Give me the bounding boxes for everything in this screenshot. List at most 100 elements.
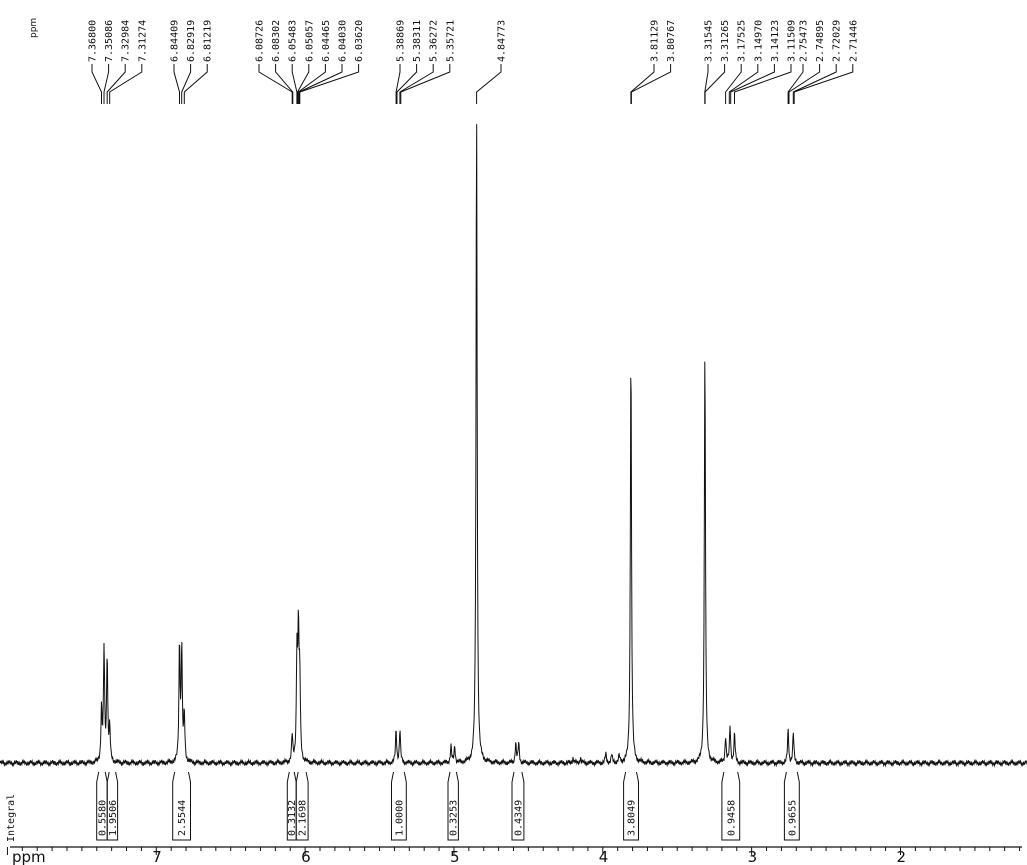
peak-label: 6.08302: [271, 20, 282, 62]
x-tick-label: 3: [748, 848, 758, 865]
peak-leader-line: [106, 64, 126, 104]
peak-label: 3.31545: [704, 20, 715, 62]
x-axis-title: ppm: [12, 848, 46, 865]
x-tick-label: 6: [301, 848, 311, 865]
integral-value: 0.3132: [287, 800, 298, 836]
integral-region: 0.4349: [511, 771, 525, 841]
peak-leader-line: [395, 64, 401, 104]
peak-label: 5.35721: [445, 20, 456, 62]
integral-bracket: [447, 771, 459, 841]
peak-label: 7.32984: [121, 20, 132, 62]
peak-leader-line: [109, 64, 143, 104]
integral-value: 0.5580: [98, 800, 109, 836]
peak-label: 2.72029: [832, 20, 843, 62]
integral-bracket: [511, 771, 525, 841]
peak-label: 6.03620: [354, 20, 365, 62]
peak-leader-line: [258, 64, 293, 104]
peak-label: 3.14970: [753, 20, 764, 62]
peak-label: 3.17525: [737, 20, 748, 62]
integral-bracket: [286, 771, 297, 841]
peak-labels: 7.36800 7.35086 7.32984 7.31274 6.84409 6.829…: [88, 20, 859, 104]
peak-leader-line: [400, 64, 451, 104]
peak-label: 5.38311: [412, 20, 423, 62]
peak-leader-line: [103, 64, 110, 104]
spectrum-plot: [0, 124, 1027, 768]
peak-leader-line: [630, 64, 655, 104]
spectrum-line: [0, 124, 1027, 768]
peak-leader-line: [728, 64, 759, 104]
peak-leader-line: [173, 64, 180, 104]
integral-bracket: [721, 771, 741, 841]
peak-leader-line: [788, 64, 821, 104]
integral-region: 2.1698: [295, 771, 309, 841]
integral-bracket: [106, 771, 119, 841]
peak-label: 2.75473: [799, 20, 810, 62]
peak-label: 3.80767: [666, 20, 677, 62]
x-tick-label: 7: [152, 848, 162, 865]
x-tick-label: 4: [599, 848, 609, 865]
integral-row: 0.5580 1.9506 2.5544 0.3132 2.1698 1.0000 0.32…: [96, 771, 800, 841]
peak-label: 6.84409: [170, 20, 181, 62]
integral-bracket: [172, 771, 191, 841]
peak-leader-line: [299, 64, 360, 104]
peak-leader-line: [91, 64, 102, 104]
integral-value: 2.5544: [177, 800, 188, 836]
integral-region: 0.9458: [721, 771, 741, 841]
peak-leader-line: [793, 64, 854, 104]
x-axis-ticks: 7 6 5 4 3 2: [6, 847, 1021, 865]
integral-value: 2.1698: [298, 800, 309, 836]
integral-value: 0.9458: [726, 800, 737, 836]
peak-label: 5.36272: [429, 20, 440, 62]
integral-region: 1.9506: [106, 771, 119, 841]
peak-label: 4.84773: [497, 20, 508, 62]
integral-bracket: [96, 771, 108, 841]
peak-leader-line: [476, 64, 502, 104]
x-tick-label: 5: [450, 848, 460, 865]
peak-label: 3.81129: [650, 20, 661, 62]
integral-axis-label: Integral: [6, 794, 17, 842]
peak-label: 6.05057: [304, 20, 315, 62]
peak-label: 5.38869: [396, 20, 407, 62]
peak-leader-line: [181, 64, 192, 104]
peak-label: 7.31274: [137, 20, 148, 62]
integral-bracket: [295, 771, 309, 841]
peak-label: 2.71446: [848, 20, 859, 62]
peak-label: 7.35086: [104, 20, 115, 62]
integral-region: 1.0000: [391, 771, 407, 841]
peak-label: 6.81219: [203, 20, 214, 62]
peak-leader-line: [298, 64, 343, 104]
peak-leader-line: [399, 64, 434, 104]
integral-bracket: [391, 771, 407, 841]
peak-label: 2.74895: [815, 20, 826, 62]
integral-value: 0.3253: [449, 800, 460, 836]
peak-label: 6.04030: [338, 20, 349, 62]
integral-value: 1.9506: [108, 800, 119, 836]
peak-leader-line: [730, 64, 775, 104]
corner-ppm-label: ppm: [29, 18, 39, 38]
peak-leader-line: [630, 64, 672, 104]
integral-region: 0.3132: [286, 771, 298, 841]
peak-label: 6.04465: [321, 20, 332, 62]
integral-value: 0.9655: [787, 800, 798, 836]
peak-leader-line: [787, 64, 804, 104]
peak-leader-line: [291, 64, 298, 104]
peak-label: 6.05483: [288, 20, 299, 62]
integral-region: 0.5580: [96, 771, 109, 841]
integral-value: 3.8049: [627, 800, 638, 836]
peak-leader-line: [725, 64, 742, 104]
x-axis: 7 6 5 4 3 2: [6, 846, 1022, 865]
peak-leader-line: [297, 64, 310, 104]
peak-label: 3.11509: [787, 20, 798, 62]
peak-leader-line: [792, 64, 837, 104]
integral-bracket: [783, 771, 800, 841]
peak-leader-line: [297, 64, 326, 104]
integral-region: 2.5544: [172, 771, 191, 841]
peak-leader-line: [734, 64, 792, 104]
peak-label: 3.31265: [720, 20, 731, 62]
x-tick-label: 2: [897, 848, 907, 865]
peak-label: 7.36800: [88, 20, 99, 62]
peak-leader-line: [275, 64, 294, 104]
integral-region: 0.9655: [783, 771, 800, 841]
integral-value: 0.4349: [514, 800, 525, 836]
